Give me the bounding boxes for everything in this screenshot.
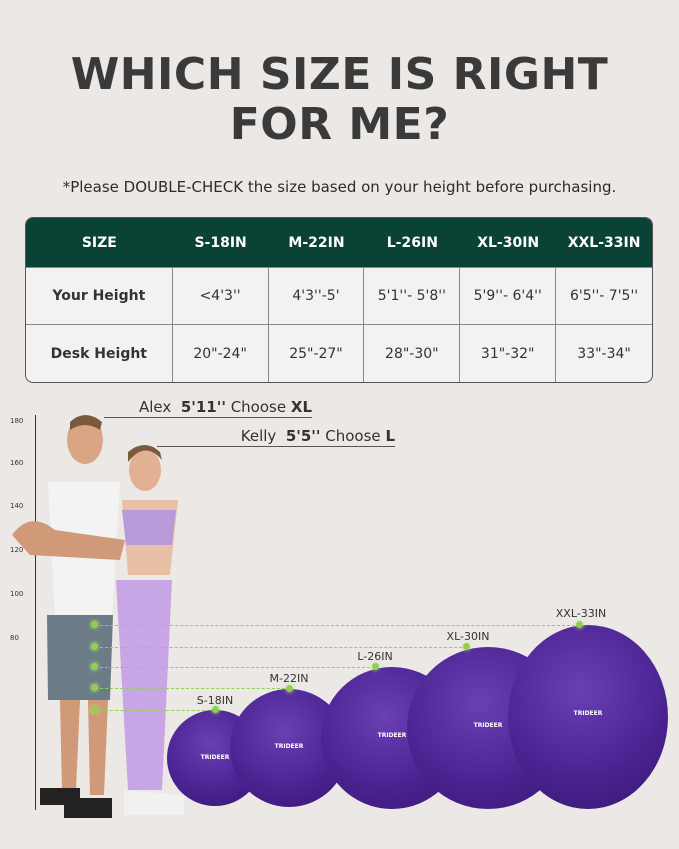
table-header-row: SIZE S-18IN M-22IN L-26IN XL-30IN XXL-33… <box>26 218 652 267</box>
callout-name: Alex <box>139 398 172 416</box>
page-title-line2: FOR ME? <box>229 99 450 150</box>
ruler-tick: 140 <box>10 502 24 510</box>
ruler-tick: 120 <box>10 546 24 554</box>
ball-label-xxl: XXL-33IN <box>555 607 607 620</box>
ruler-tick: 160 <box>10 459 24 467</box>
page-title-line1: WHICH SIZE IS RIGHT <box>70 49 609 100</box>
ball-top-dot <box>463 643 470 650</box>
guide-line-s <box>95 710 215 711</box>
table-cell: 4'3''-5' <box>268 267 365 324</box>
ball-top-dot <box>212 706 219 713</box>
table-cell: 5'9''- 6'4'' <box>460 267 557 324</box>
ball-label-l: L-26IN <box>357 650 393 663</box>
size-note: *Please DOUBLE-CHECK the size based on y… <box>62 178 617 196</box>
table-cell: <4'3'' <box>172 267 269 324</box>
table-cell: 31"-32" <box>460 324 557 382</box>
ball-top-dot <box>372 663 379 670</box>
table-cell: 33"-34" <box>556 324 652 382</box>
ball-label-s: S-18IN <box>196 694 234 707</box>
guide-dot <box>91 706 98 713</box>
trideer-logo: TRIDEER <box>377 732 407 740</box>
man-figure <box>12 415 125 818</box>
callout-size: L <box>385 427 395 445</box>
table-header: XXL-33IN <box>556 218 652 267</box>
table-header: M-22IN <box>268 218 365 267</box>
trideer-logo: TRIDEER <box>200 754 230 762</box>
ruler-tick: 100 <box>10 590 24 598</box>
ruler-tick: 80 <box>10 634 19 642</box>
guide-line-xxl <box>95 625 580 626</box>
table-cell: 6'5''- 7'5'' <box>556 267 652 324</box>
height-ruler <box>35 415 36 810</box>
ball-top-dot <box>576 621 583 628</box>
size-table: SIZE S-18IN M-22IN L-26IN XL-30IN XXL-33… <box>25 217 653 383</box>
callout-choose: Choose <box>325 427 381 445</box>
callout-kelly: Kelly 5'5'' Choose L <box>157 427 395 447</box>
table-header: SIZE <box>26 218 173 267</box>
people-photo <box>12 415 184 818</box>
table-header: S-18IN <box>172 218 269 267</box>
callout-name: Kelly <box>240 427 277 445</box>
table-cell: 20"-24" <box>172 324 269 382</box>
callout-alex: Alex 5'11'' Choose XL <box>104 398 312 418</box>
trideer-logo: TRIDEER <box>573 709 603 717</box>
table-cell: 25"-27" <box>268 324 365 382</box>
trideer-logo: TRIDEER <box>473 721 503 729</box>
woman-figure <box>116 445 184 815</box>
guide-line-m <box>95 688 290 689</box>
ball-label-xl: XL-30IN <box>446 630 490 643</box>
guide-dot <box>91 621 98 628</box>
guide-dot <box>91 643 98 650</box>
table-header: XL-30IN <box>460 218 557 267</box>
ruler-tick: 180 <box>10 417 24 425</box>
callout-size: XL <box>290 398 312 416</box>
callout-height: 5'5'' <box>285 427 321 445</box>
ball-label-m: M-22IN <box>269 672 309 685</box>
row-label: Your Height <box>26 267 173 324</box>
guide-dot <box>91 663 98 670</box>
row-label: Desk Height <box>26 324 173 382</box>
table-cell: 5'1''- 5'8'' <box>364 267 461 324</box>
guide-line-xl <box>95 647 467 648</box>
guide-dot <box>91 684 98 691</box>
trideer-logo: TRIDEER <box>274 743 304 751</box>
callout-height: 5'11'' <box>180 398 226 416</box>
table-header: L-26IN <box>364 218 461 267</box>
ball-top-dot <box>286 685 293 692</box>
guide-line-l <box>95 667 375 668</box>
table-row: Your Height <4'3'' 4'3''-5' 5'1''- 5'8''… <box>26 267 652 324</box>
table-cell: 28"-30" <box>364 324 461 382</box>
ball-xxl: TRIDEER <box>508 625 668 809</box>
callout-choose: Choose <box>230 398 287 416</box>
table-row: Desk Height 20"-24" 25"-27" 28"-30" 31"-… <box>26 324 652 382</box>
